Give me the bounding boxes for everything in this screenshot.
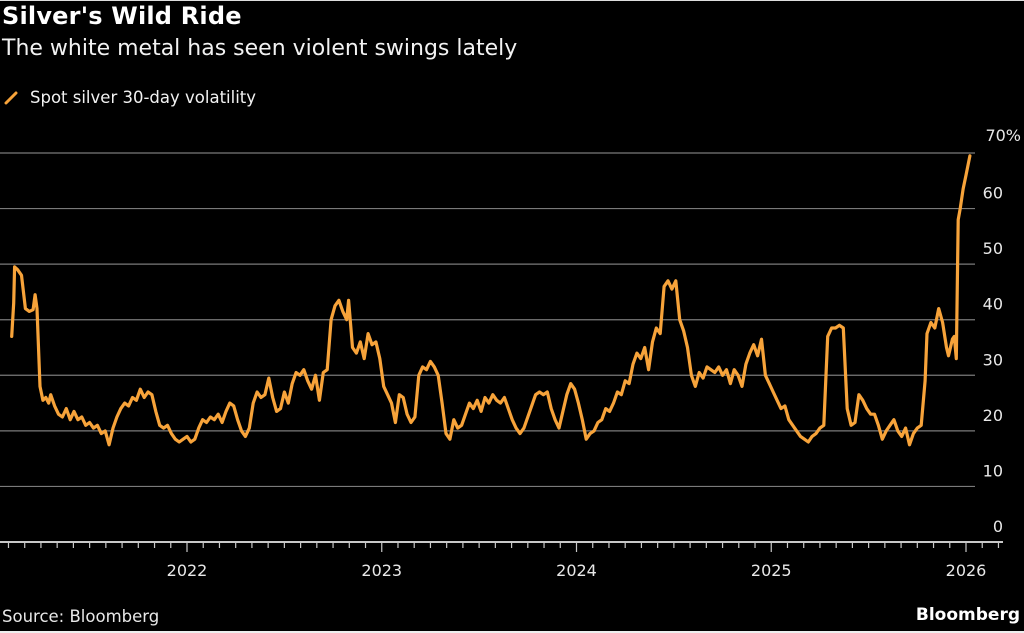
top-border	[0, 0, 1024, 1]
y-tick-label: 10	[983, 461, 1003, 480]
y-tick-label: 50	[983, 239, 1003, 258]
y-tick-label: 70%	[985, 126, 1021, 145]
y-tick-label: 60	[983, 184, 1003, 203]
x-tick-label: 2023	[361, 561, 402, 580]
y-tick-label: 20	[983, 406, 1003, 425]
legend-line-icon	[4, 91, 18, 104]
series-line-volatility	[10, 154, 972, 447]
source-note: Source: Bloomberg	[2, 607, 160, 626]
y-tick-label: 40	[983, 295, 1003, 314]
y-axis-ticks: 0 10 20 30 40 50 60 70%	[983, 126, 1021, 536]
chart-subtitle: The white metal has seen violent swings …	[2, 36, 518, 61]
legend: Spot silver 30-day volatility	[4, 88, 256, 107]
y-tick-label: 30	[983, 350, 1003, 369]
x-tick-label: 2022	[167, 561, 208, 580]
x-tick-label: 2026	[946, 561, 987, 580]
x-tick-label: 2024	[556, 561, 597, 580]
gridlines	[0, 152, 975, 488]
legend-label: Spot silver 30-day volatility	[30, 88, 257, 107]
bottom-border	[0, 631, 1024, 633]
x-tick-label: 2025	[751, 561, 792, 580]
y-tick-label: 0	[993, 517, 1003, 536]
x-axis-labels: 2022 2023 2024 2025 2026	[167, 561, 987, 580]
bloomberg-logo: Bloomberg	[915, 605, 1020, 625]
x-axis	[0, 541, 1003, 552]
chart-title: Silver's Wild Ride	[2, 2, 242, 30]
series-group	[10, 154, 972, 447]
